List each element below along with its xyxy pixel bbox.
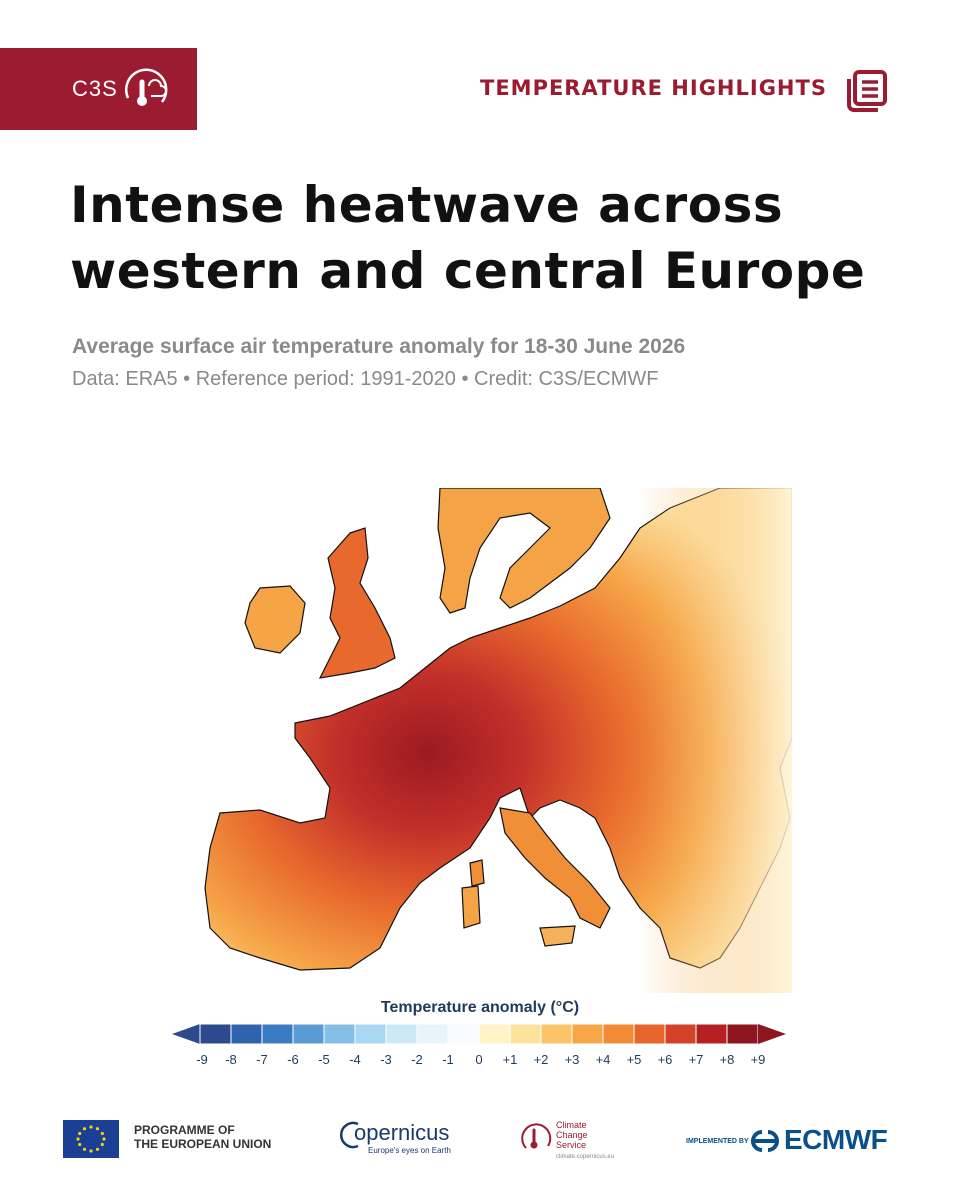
colorbar-cell xyxy=(230,1023,263,1045)
programme-line-2: THE EUROPEAN UNION xyxy=(134,1137,272,1151)
page-title: Intense heatwave across western and cent… xyxy=(70,176,866,300)
colorbar-cell xyxy=(354,1023,387,1045)
colorbar-tick-label: 0 xyxy=(475,1052,482,1067)
colorbar-cell xyxy=(478,1023,511,1045)
colorbar-cell xyxy=(292,1023,325,1045)
colorbar-tick-label: -7 xyxy=(256,1052,268,1067)
colorbar-tick-label: +2 xyxy=(534,1052,549,1067)
colorbar-cell xyxy=(261,1023,294,1045)
colorbar-tick-label: -2 xyxy=(411,1052,423,1067)
ccs-name: Climate Change Service xyxy=(556,1120,588,1150)
copernicus-wordmark: opernicus xyxy=(354,1120,450,1145)
colorbar-tick-label: +9 xyxy=(751,1052,766,1067)
colorbar-cell xyxy=(199,1023,232,1045)
colorbar-cell xyxy=(726,1023,759,1045)
colorbar-cell xyxy=(695,1023,728,1045)
copernicus-c-icon xyxy=(340,1121,359,1149)
italy xyxy=(499,807,611,929)
c3s-badge: C3S xyxy=(0,48,197,130)
great-britain xyxy=(318,527,396,679)
ccs-thermometer-icon xyxy=(521,1123,552,1149)
colorbar-tick-label: +8 xyxy=(720,1052,735,1067)
ccs-name-line-2: Change Service xyxy=(556,1130,588,1150)
data-credits: Data: ERA5 • Reference period: 1991-2020… xyxy=(72,368,659,390)
colorbar-cell xyxy=(664,1023,697,1045)
document-list-icon[interactable] xyxy=(846,69,890,113)
colorbar-tick-label: -5 xyxy=(318,1052,330,1067)
ecmwf-symbol-icon xyxy=(751,1130,779,1152)
colorbar-cell xyxy=(602,1023,635,1045)
ireland xyxy=(244,585,306,654)
colorbar-tick-label: -9 xyxy=(196,1052,208,1067)
sicily xyxy=(539,925,576,947)
colorbar-arrow-high xyxy=(758,1024,786,1044)
colorbar-tick-label: -4 xyxy=(349,1052,361,1067)
colorbar: -9 -8 -7 -6 -5 -4 -3 -2 -1 0 +1 +2 +3 +4 +5 +6 +7 +8 +9 xyxy=(172,1023,786,1067)
sardinia xyxy=(461,885,481,929)
implemented-by-label: IMPLEMENTED BY xyxy=(686,1138,749,1145)
ccs-name-line-1: Climate xyxy=(556,1120,587,1130)
colorbar-cell xyxy=(416,1023,449,1045)
colorbar-tick-label: +4 xyxy=(596,1052,611,1067)
colorbar-cell xyxy=(447,1023,480,1045)
corsica xyxy=(469,859,485,887)
colorbar-cell xyxy=(540,1023,573,1045)
colorbar-cell xyxy=(633,1023,666,1045)
colorbar-arrow-low xyxy=(172,1024,200,1044)
ecmwf-wordmark: ECMWF xyxy=(784,1124,888,1155)
colorbar-tick-label: +5 xyxy=(627,1052,642,1067)
colorbar-tick-label: +7 xyxy=(689,1052,704,1067)
colorbar-cell xyxy=(509,1023,542,1045)
colorbar-tick-label: +6 xyxy=(658,1052,673,1067)
colorbar-tick-label: +3 xyxy=(565,1052,580,1067)
badge-label: C3S xyxy=(72,76,118,101)
legend-title: Temperature anomaly (°C) xyxy=(380,999,580,1016)
colorbar-cell xyxy=(323,1023,356,1045)
colorbar-tick-label: -1 xyxy=(442,1052,454,1067)
colorbar-cell xyxy=(571,1023,604,1045)
colorbar-tick-label: -3 xyxy=(380,1052,392,1067)
colorbar-tick-label: -6 xyxy=(287,1052,299,1067)
colorbar-tick-label: -8 xyxy=(225,1052,237,1067)
section-label: TEMPERATURE HIGHLIGHTS xyxy=(480,76,827,100)
ccs-url: climate.copernicus.eu xyxy=(556,1154,615,1160)
programme-line-1: PROGRAMME OF xyxy=(134,1123,235,1137)
colorbar-tick-label: +1 xyxy=(503,1052,518,1067)
map-subtitle: Average surface air temperature anomaly … xyxy=(72,335,686,358)
programme-text: PROGRAMME OF THE EUROPEAN UNION xyxy=(134,1123,271,1151)
eu-flag-icon xyxy=(63,1120,119,1158)
scandinavia xyxy=(437,488,611,614)
europe-anomaly-map xyxy=(204,488,792,993)
copernicus-tagline: Europe's eyes on Earth xyxy=(368,1146,451,1155)
climate-thermometer-icon xyxy=(124,68,168,106)
colorbar-cell xyxy=(385,1023,418,1045)
footer: PROGRAMME OF THE EUROPEAN UNION opernicu… xyxy=(0,1110,960,1170)
